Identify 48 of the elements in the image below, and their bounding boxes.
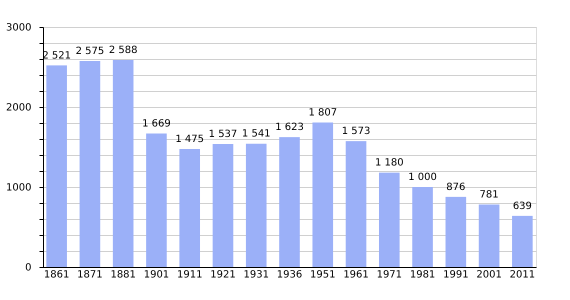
data-label: 1 573 <box>342 126 370 138</box>
data-label: 1 541 <box>242 128 271 140</box>
x-tick-label: 1881 <box>110 270 136 280</box>
bar <box>378 172 400 267</box>
bar <box>279 137 300 267</box>
data-label: 1 000 <box>408 172 437 183</box>
x-tick-label: 2001 <box>476 270 502 280</box>
bar <box>212 144 234 267</box>
data-label: 1 180 <box>374 158 404 169</box>
data-label: 1 623 <box>275 122 304 134</box>
x-tick-label: 1971 <box>376 270 402 280</box>
x-tick-label: 1871 <box>77 270 103 280</box>
data-label: 781 <box>480 190 499 201</box>
x-tick-label: 1911 <box>176 270 202 280</box>
data-label: 1 475 <box>175 134 204 145</box>
x-tick-label: 2011 <box>510 270 536 280</box>
data-label: 2 575 <box>76 46 104 57</box>
bar <box>312 122 334 267</box>
x-tick-label: 1861 <box>44 270 70 280</box>
bar <box>112 60 134 267</box>
bar <box>246 144 267 267</box>
y-tick-label: 0 <box>25 262 32 274</box>
bar <box>446 196 466 267</box>
data-label: 639 <box>512 200 532 212</box>
bar <box>46 65 67 267</box>
x-tick-label: 1951 <box>310 270 336 280</box>
bar <box>412 187 433 267</box>
x-tick-label: 1961 <box>343 270 369 280</box>
bar <box>478 204 500 267</box>
y-tick-label: 2000 <box>6 102 32 114</box>
data-label: 2 588 <box>108 44 138 56</box>
x-tick-label: 1981 <box>410 270 436 280</box>
bar <box>146 133 167 267</box>
data-label: 1 807 <box>308 107 338 118</box>
bar <box>346 141 366 267</box>
x-tick-label: 1901 <box>144 270 170 280</box>
y-tick-label: 3000 <box>6 22 32 34</box>
data-label: 876 <box>446 182 466 193</box>
bar <box>80 61 100 267</box>
bar <box>512 216 533 267</box>
y-tick-label: 1000 <box>6 182 32 194</box>
data-label: 1 669 <box>142 118 171 130</box>
x-tick-label: 1921 <box>210 270 236 280</box>
bar <box>179 149 200 267</box>
x-tick-label: 1931 <box>244 270 269 280</box>
data-label: 1 537 <box>208 129 238 140</box>
x-tick-label: 1991 <box>443 270 469 280</box>
x-tick-label: 1936 <box>276 270 302 280</box>
